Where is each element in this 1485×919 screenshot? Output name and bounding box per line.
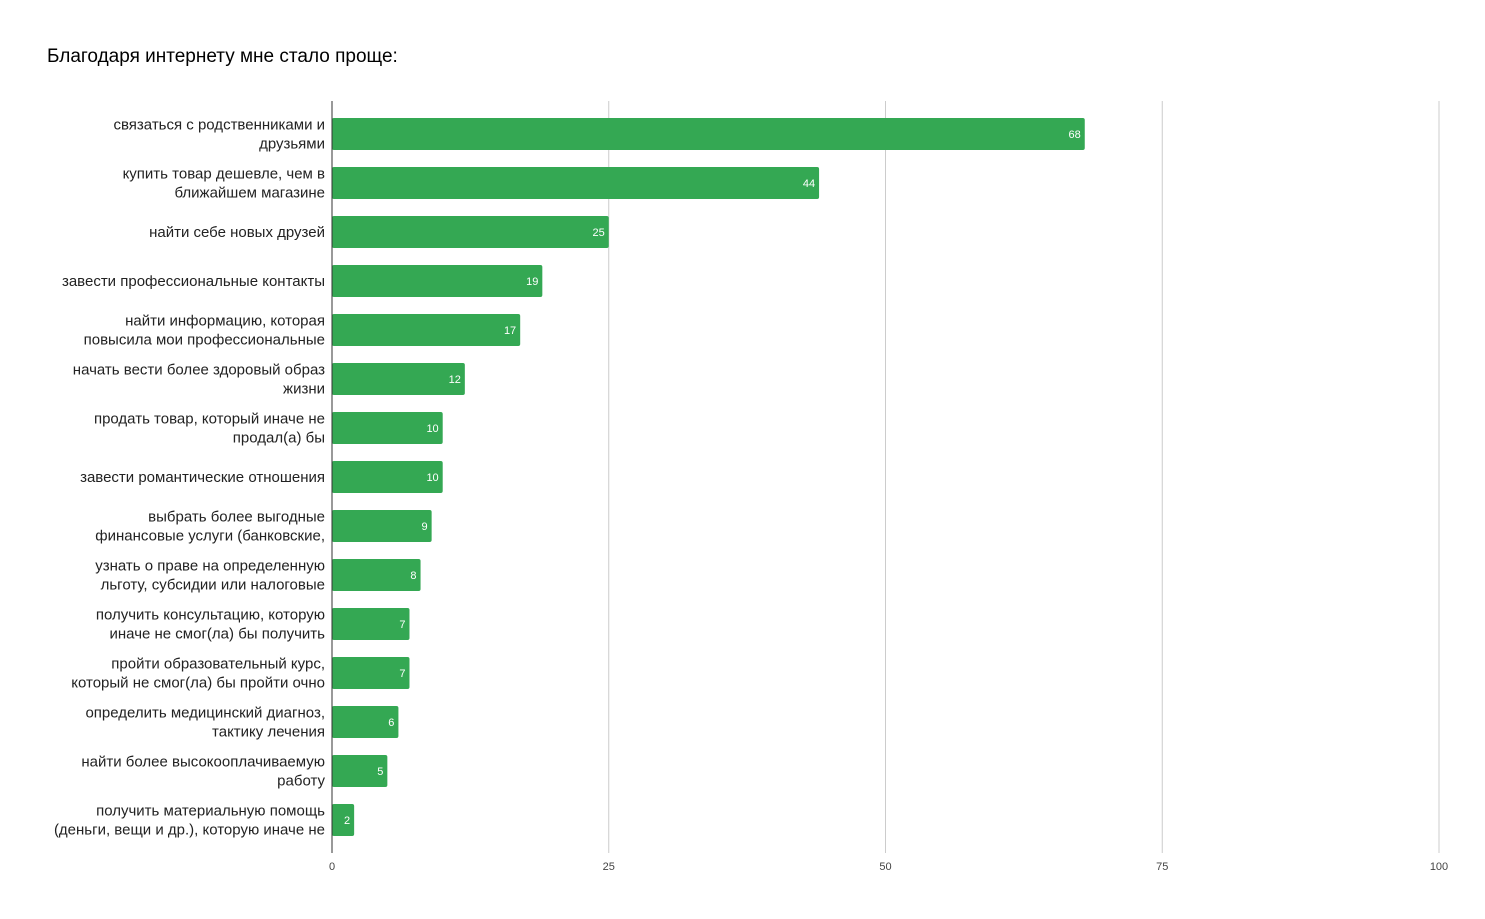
category-label: завести профессиональные контакты [62,273,325,290]
category-label: ближайшем магазине [174,185,325,202]
category-label: повысила мои профессиональные [84,332,325,349]
bar [332,363,465,395]
bar [332,804,355,836]
category-label: завести романтические отношения [80,469,325,486]
data-label: 2 [344,815,350,827]
category-label: найти информацию, которая [125,313,325,330]
category-label: определить медицинский диагноз, [85,705,325,722]
data-label: 25 [593,227,605,239]
category-label: льготу, субсидии или налоговые [101,577,325,594]
category-label: финансовые услуги (банковские, [95,528,325,545]
category-label: продать товар, который иначе не [94,411,325,428]
bar [332,167,820,199]
x-tick-label: 25 [603,861,615,873]
data-label: 7 [399,619,405,631]
bar [332,510,432,542]
category-label: найти более высокооплачиваемую [81,754,325,771]
category-label: который не смог(ла) бы пройти очно [71,675,325,692]
data-label: 44 [803,178,815,190]
category-label: продал(а) бы [233,430,325,447]
data-label: 10 [426,423,438,435]
data-label: 17 [504,325,516,337]
category-label: иначе не смог(ла) бы получить [110,626,326,643]
data-label: 12 [449,374,461,386]
chart-title: Благодаря интернету мне стало проще: [47,46,398,67]
bar [332,706,399,738]
x-tick-label: 50 [879,861,891,873]
category-label: найти себе новых друзей [149,224,325,241]
bar [332,559,421,591]
category-label: (деньги, вещи и др.), которую иначе не [54,822,325,839]
data-label: 68 [1069,129,1081,141]
category-label: узнать о праве на определенную [95,558,325,575]
bar [332,314,521,346]
category-label: жизни [283,381,325,398]
category-label: пройти образовательный курс, [111,656,325,673]
category-label: получить материальную помощь [96,803,325,820]
data-label: 8 [410,570,416,582]
category-label: связаться с родственниками и [114,117,326,134]
category-label: купить товар дешевле, чем в [123,166,325,183]
category-label: получить консультацию, которую [96,607,325,624]
bar [332,118,1085,150]
data-label: 6 [388,717,394,729]
data-label: 7 [399,668,405,680]
bar [332,412,443,444]
data-label: 9 [422,521,428,533]
category-label: начать вести более здоровый образ [73,362,325,379]
x-tick-label: 100 [1430,861,1448,873]
category-label: друзьями [259,136,325,153]
bar [332,216,609,248]
category-label: работу [277,773,325,790]
x-tick-label: 75 [1156,861,1168,873]
bar [332,755,388,787]
bar [332,461,443,493]
x-tick-label: 0 [329,861,335,873]
bar [332,265,543,297]
bar [332,608,410,640]
category-label: тактику лечения [212,724,325,741]
bar [332,657,410,689]
data-label: 19 [526,276,538,288]
data-label: 10 [426,472,438,484]
data-label: 5 [377,766,383,778]
category-label: выбрать более выгодные [148,509,325,526]
